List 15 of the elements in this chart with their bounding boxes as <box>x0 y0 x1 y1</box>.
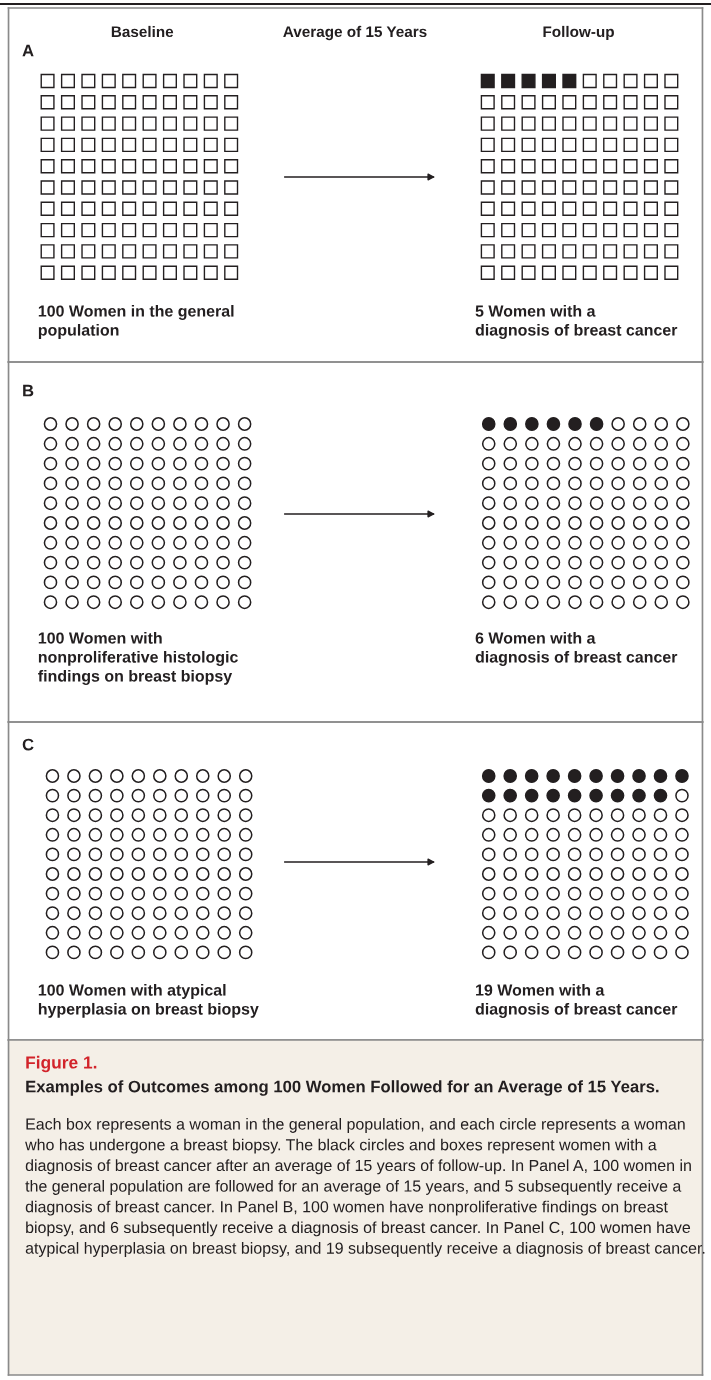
text: A <box>22 44 34 57</box>
data-label: 100 Women in the general population <box>38 305 234 339</box>
category-label: Follow-up <box>543 25 614 41</box>
category-label: Baseline <box>111 25 174 38</box>
text: C <box>22 738 34 751</box>
data-label: 5 Women with a diagnosis of breast cancer <box>475 305 678 339</box>
text: Average of 15 Years <box>283 25 427 41</box>
data-label: 100 Women with atypical hyperplasia on breast biopsy <box>38 984 259 1018</box>
text: Each box represents a woman in the general population, and each circle represents a woman who has undergone a breast biopsy. The black circles and boxes represent women with a diagnosis of breast cancer after an average of 15 years of follow-up. In Panel A, 100 women in the general population are followed for an average of 15 years, and 5 subsequently receive a diagnosis of breast cancer. In Panel B, 100 women have nonproliferative findings on breast biopsy, and 6 subsequently receive a diagnosis of breast cancer. In Panel C, 100 women have atypical hyperplasia on breast biopsy, and 19 subsequently receive a diagnosis of breast cancer. <box>25 1118 705 1257</box>
text: B <box>23 384 34 397</box>
data-label: 19 Women with a diagnosis of breast cancer <box>475 984 678 1018</box>
data-label: 100 Women with nonproliferative histologic findings on breast biopsy <box>38 632 238 685</box>
text: Figure 1. <box>26 1055 97 1073</box>
data-label: 6 Women with a diagnosis of breast cancer <box>475 632 678 666</box>
text: Examples of Outcomes among 100 Women Followed for an Average of 15 Years. <box>26 1080 659 1096</box>
